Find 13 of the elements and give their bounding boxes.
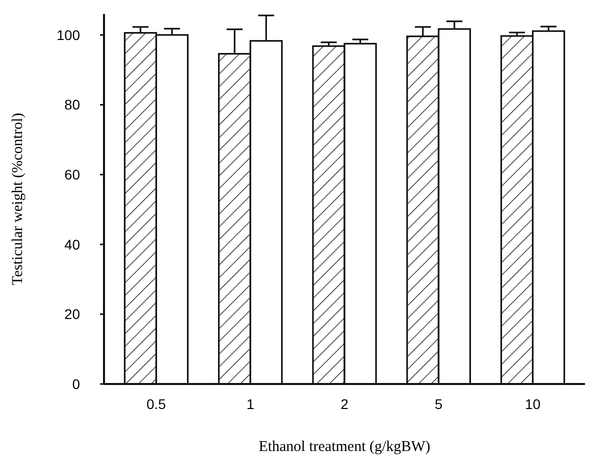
y-axis-title: Testicular weight (%control)	[10, 112, 26, 286]
x-tick-label: 5	[434, 396, 443, 412]
x-tick-label: 0.5	[146, 396, 166, 412]
y-tick-label: 80	[64, 96, 80, 113]
x-tick-label: 2	[340, 396, 349, 412]
y-tick-label: 100	[56, 26, 80, 43]
x-axis-title: Ethanol treatment (g/kgBW)	[258, 439, 430, 455]
x-tick-label: 10	[524, 396, 541, 412]
y-tick-label: 20	[64, 306, 80, 322]
y-tick-label: 60	[64, 166, 80, 182]
y-tick-label: 0	[72, 376, 80, 392]
y-tick-label: 40	[64, 236, 80, 252]
x-tick-label: 1	[246, 396, 254, 412]
